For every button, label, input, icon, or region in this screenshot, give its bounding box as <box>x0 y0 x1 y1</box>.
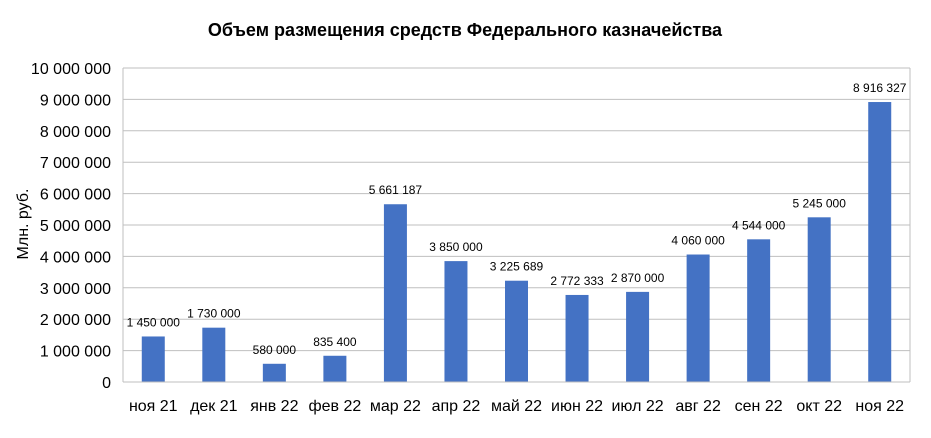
y-tick-label: 8 000 000 <box>40 124 111 141</box>
bar <box>383 204 407 382</box>
x-tick-label: май 22 <box>491 398 542 415</box>
y-tick-label: 1 000 000 <box>40 344 111 361</box>
y-tick-label: 10 000 000 <box>31 61 111 78</box>
x-tick-label: июн 22 <box>551 398 603 415</box>
x-tick-label: авг 22 <box>675 398 721 415</box>
bars <box>141 102 892 382</box>
bar <box>807 217 831 382</box>
bar <box>747 239 771 382</box>
x-tick-label: мар 22 <box>370 398 421 415</box>
bar <box>444 261 468 382</box>
y-tick-label: 2 000 000 <box>40 312 111 329</box>
chart-title: Объем размещения средств Федерального ка… <box>208 20 723 40</box>
x-tick-label: фев 22 <box>308 398 361 415</box>
bar <box>565 294 589 382</box>
y-tick-label: 4 000 000 <box>40 249 111 266</box>
y-tick-label: 9 000 000 <box>40 92 111 109</box>
x-tick-label: сен 22 <box>735 398 783 415</box>
y-tick-label: 3 000 000 <box>40 281 111 298</box>
y-axis-label: Млн. руб. <box>15 189 32 260</box>
bar <box>262 363 286 382</box>
data-label: 8 916 327 <box>853 81 907 95</box>
x-tick-label: окт 22 <box>796 398 842 415</box>
x-tick-label: дек 21 <box>190 398 238 415</box>
data-label: 5 661 187 <box>369 183 423 197</box>
data-label: 2 772 333 <box>550 274 604 288</box>
x-tick-label: ноя 22 <box>855 398 904 415</box>
y-tick-label: 7 000 000 <box>40 155 111 172</box>
x-tick-label: июл 22 <box>611 398 663 415</box>
bar <box>505 280 528 382</box>
x-tick-label: янв 22 <box>250 398 298 415</box>
x-tick-label: апр 22 <box>432 398 481 415</box>
y-tick-label: 6 000 000 <box>40 187 111 204</box>
data-label: 5 245 000 <box>792 196 846 210</box>
axes <box>122 67 911 383</box>
data-label: 835 400 <box>313 335 357 349</box>
data-labels: 1 450 000 1 730 000 580 000 835 400 5 661 18… <box>127 81 907 357</box>
data-label: 1 730 000 <box>187 307 241 321</box>
data-label: 4 060 000 <box>671 234 725 248</box>
data-label: 4 544 000 <box>732 218 786 232</box>
bar <box>141 336 165 382</box>
data-label: 580 000 <box>253 343 297 357</box>
bar <box>868 102 892 382</box>
data-label: 3 850 000 <box>429 240 483 254</box>
data-label: 1 450 000 <box>127 315 181 329</box>
y-axis-ticks: 0 1 000 000 2 000 000 3 000 000 4 000 000 5 0… <box>31 61 111 392</box>
x-axis-ticks: ноя 21 дек 21 янв 22 фев 22 мар 22 апр 22 май … <box>129 398 904 415</box>
y-tick-label: 5 000 000 <box>40 218 111 235</box>
bar <box>626 291 650 382</box>
data-label: 2 870 000 <box>611 271 665 285</box>
y-tick-label: 0 <box>102 375 111 392</box>
bar <box>686 254 710 382</box>
bar <box>202 327 226 382</box>
data-label: 3 225 689 <box>490 260 544 274</box>
x-tick-label: ноя 21 <box>129 398 178 415</box>
bar <box>323 355 347 382</box>
